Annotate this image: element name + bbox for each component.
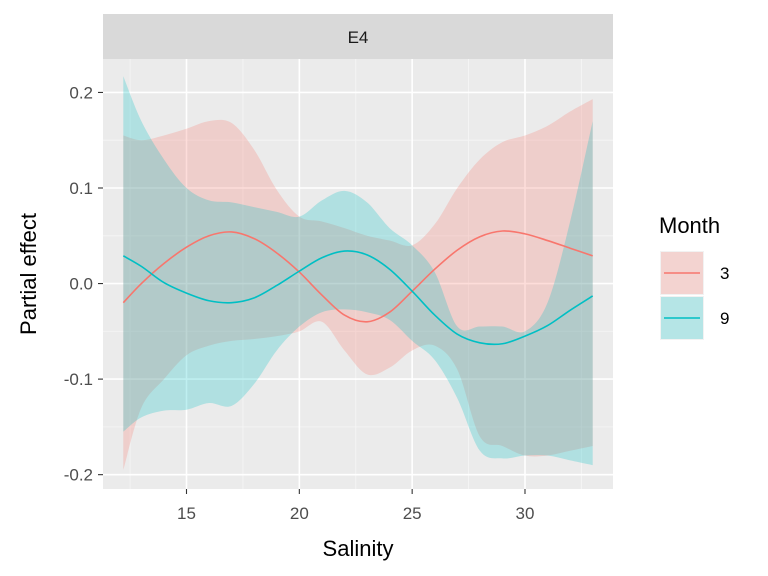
y-axis: -0.2 -0.1 0.0 0.1 0.2 <box>64 83 103 485</box>
y-tick-label: -0.2 <box>64 466 93 485</box>
y-tick-label: -0.1 <box>64 370 93 389</box>
legend-label-9: 9 <box>720 309 729 328</box>
x-tick-label: 30 <box>516 504 535 523</box>
legend-label-3: 3 <box>720 264 729 283</box>
grid-major <box>103 59 613 489</box>
grid-minor <box>103 59 613 489</box>
x-axis-title: Salinity <box>323 536 394 561</box>
y-tick-label: 0.1 <box>69 179 93 198</box>
line-series-9 <box>122 250 594 346</box>
plot-panel <box>103 59 613 489</box>
ribbon-series-3 <box>123 99 593 470</box>
x-axis: 15 20 25 30 <box>177 489 534 523</box>
x-tick-label: 15 <box>177 504 196 523</box>
y-tick-label: 0.2 <box>69 83 93 102</box>
confidence-ribbons <box>123 76 593 470</box>
legend-keys: 39 <box>660 251 729 340</box>
line-series-3 <box>122 230 593 323</box>
y-axis-title: Partial effect <box>16 213 41 335</box>
legend-title: Month <box>659 213 720 238</box>
facet-strip <box>103 14 613 59</box>
series-lines <box>122 230 594 346</box>
y-tick-label: 0.0 <box>69 275 93 294</box>
x-tick-label: 20 <box>290 504 309 523</box>
legend: Month 39 <box>659 213 729 340</box>
x-tick-label: 25 <box>403 504 422 523</box>
facet-label: E4 <box>348 28 369 47</box>
ribbon-series-9 <box>123 76 593 466</box>
